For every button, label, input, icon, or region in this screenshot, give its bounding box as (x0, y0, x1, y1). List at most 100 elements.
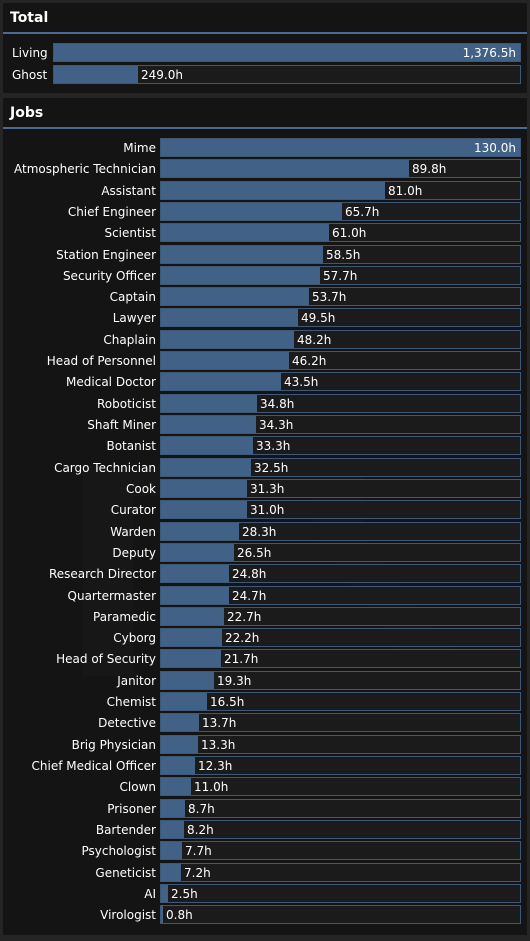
jobs-row-bar: 43.5h (160, 372, 521, 392)
jobs-row-value: 2.5h (171, 886, 198, 901)
jobs-row-label: Cyborg (113, 631, 156, 646)
jobs-row-value: 46.2h (292, 354, 327, 369)
jobs-row-bar-fill (161, 778, 191, 796)
jobs-row-bar: 89.8h (160, 159, 521, 179)
jobs-row-value: 24.7h (232, 588, 267, 603)
jobs-row-label: Security Officer (62, 268, 156, 283)
jobs-row-bar: 22.7h (160, 606, 521, 626)
jobs-row: Clown 11.0h (3, 777, 527, 797)
jobs-row-bar-fill (161, 458, 251, 476)
jobs-row-bar-fill (161, 671, 214, 689)
jobs-row: Deputy 26.5h (3, 542, 527, 562)
jobs-row-value: 81.0h (388, 183, 423, 198)
jobs-row-bar: 58.5h (160, 244, 521, 264)
jobs-row-bar-fill (161, 479, 247, 497)
jobs-row: Curator 31.0h (3, 500, 527, 520)
jobs-row-bar-fill (161, 586, 229, 604)
jobs-row-value: 12.3h (198, 758, 233, 773)
jobs-row-value: 49.5h (301, 311, 336, 326)
jobs-row-label: Chaplain (103, 332, 156, 347)
jobs-row-value: 130.0h (474, 141, 516, 155)
jobs-row-label: Head of Security (56, 652, 156, 667)
jobs-row-label: Atmospheric Technician (14, 162, 156, 177)
jobs-row-value: 26.5h (237, 545, 272, 560)
jobs-row-bar-fill (161, 245, 323, 263)
jobs-row-bar-fill (161, 565, 229, 583)
jobs-row: Psychologist 7.7h (3, 841, 527, 861)
jobs-row-bar: 7.7h (160, 841, 521, 861)
jobs-row-value: 22.7h (227, 609, 262, 624)
jobs-row-value: 8.7h (188, 801, 215, 816)
jobs-row-label: Station Engineer (56, 247, 156, 262)
total-row-bar-fill (54, 44, 520, 61)
jobs-row-bar-fill (161, 607, 224, 625)
total-row-bar: 249.0h (53, 65, 521, 84)
jobs-row-bar: 32.5h (160, 457, 521, 477)
jobs-section: Jobs Mime 130.0h Atmospheric Technician 89.… (3, 98, 527, 935)
jobs-row-bar-fill (161, 522, 239, 540)
total-row-bar-fill (54, 66, 138, 83)
jobs-row-value: 21.7h (224, 652, 259, 667)
jobs-row-bar: 48.2h (160, 329, 521, 349)
jobs-row: AI 2.5h (3, 883, 527, 903)
jobs-row-value: 33.3h (256, 439, 291, 454)
jobs-row-value: 13.7h (202, 716, 237, 731)
jobs-row-bar-fill (161, 543, 234, 561)
jobs-row-value: 31.0h (250, 503, 285, 518)
jobs-row-bar: 28.3h (160, 521, 521, 541)
jobs-row-bar-fill (161, 863, 181, 881)
jobs-row: Quartermaster 24.7h (3, 585, 527, 605)
jobs-row-label: Cook (125, 481, 156, 496)
jobs-row: Cyborg 22.2h (3, 628, 527, 648)
jobs-row-label: Chief Medical Officer (31, 758, 157, 773)
jobs-row-bar: 34.3h (160, 415, 521, 435)
jobs-row: Shaft Miner 34.3h (3, 415, 527, 435)
jobs-row: Station Engineer 58.5h (3, 244, 527, 264)
jobs-row-label: Mime (123, 141, 156, 155)
jobs-row-label: Cargo Technician (54, 460, 156, 475)
jobs-row-bar-fill (161, 330, 294, 348)
jobs-row-label: Detective (98, 716, 156, 731)
jobs-row: Roboticist 34.8h (3, 393, 527, 413)
jobs-row-label: Paramedic (93, 609, 156, 624)
jobs-row-bar-fill (161, 884, 168, 902)
jobs-row: Warden 28.3h (3, 521, 527, 541)
jobs-row-value: 28.3h (242, 524, 277, 539)
jobs-row-label: Brig Physician (71, 737, 156, 752)
jobs-row-label: Research Director (48, 567, 156, 582)
total-section: Total Living 1,376.5h Ghost 249.0h (3, 3, 527, 93)
total-row: Living 1,376.5h (3, 43, 527, 62)
jobs-row: Prisoner 8.7h (3, 798, 527, 818)
jobs-row-label: Chief Engineer (67, 204, 156, 219)
jobs-row-label: Captain (109, 290, 156, 305)
jobs-row-bar-fill (161, 394, 257, 412)
jobs-row: Research Director 24.8h (3, 564, 527, 584)
jobs-row: Head of Personnel 46.2h (3, 351, 527, 371)
jobs-row-label: Head of Personnel (46, 354, 156, 369)
jobs-row-value: 16.5h (210, 695, 245, 710)
total-row-value: 1,376.5h (462, 46, 516, 60)
jobs-row-bar-fill (161, 352, 289, 370)
jobs-row-label: Medical Doctor (66, 375, 156, 390)
jobs-row-value: 22.2h (225, 631, 260, 646)
jobs-row-bar-fill (161, 288, 309, 306)
jobs-row-bar: 24.8h (160, 564, 521, 584)
jobs-row-value: 61.0h (332, 226, 367, 241)
jobs-row: Detective 13.7h (3, 713, 527, 733)
jobs-row-label: Assistant (101, 183, 156, 198)
jobs-row: Paramedic 22.7h (3, 606, 527, 626)
jobs-row-bar-fill (161, 160, 409, 178)
jobs-row-bar: 49.5h (160, 308, 521, 328)
jobs-row: Security Officer 57.7h (3, 265, 527, 285)
jobs-row-label: Virologist (100, 908, 156, 923)
jobs-row: Captain 53.7h (3, 287, 527, 307)
jobs-row-bar-fill (161, 501, 247, 519)
jobs-row: Bartender 8.2h (3, 819, 527, 839)
jobs-row-bar: 53.7h (160, 287, 521, 307)
jobs-row: Head of Security 21.7h (3, 649, 527, 669)
jobs-row: Brig Physician 13.3h (3, 734, 527, 754)
jobs-row-value: 13.3h (201, 737, 236, 752)
jobs-row-value: 32.5h (254, 460, 289, 475)
jobs-row: Chief Engineer 65.7h (3, 201, 527, 221)
jobs-row-label: Shaft Miner (87, 418, 156, 433)
